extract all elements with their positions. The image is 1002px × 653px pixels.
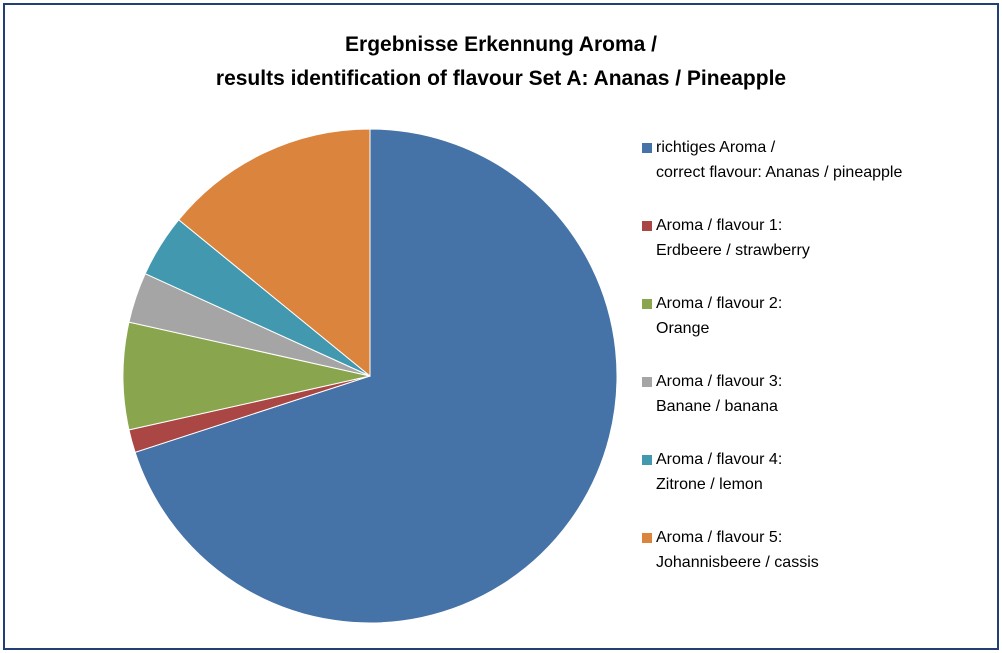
legend-swatch [642, 533, 652, 543]
legend-swatch [642, 143, 652, 153]
legend-label: Aroma / flavour 2: Orange [656, 295, 783, 337]
legend-label: Aroma / flavour 1: Erdbeere / strawberry [656, 217, 810, 259]
chart-title: Ergebnisse Erkennung Aroma / results ide… [215, 33, 787, 90]
legend-swatch [642, 455, 652, 465]
legend-label: Aroma / flavour 5: Johannisbeere / cassi… [656, 529, 819, 571]
legend-swatch [642, 221, 652, 231]
pie-slice [122, 321, 371, 431]
legend-label: Aroma / flavour 3: Banane / banana [656, 373, 783, 415]
legend-label: richtiges Aroma / correct flavour: Anana… [656, 139, 903, 181]
legend-swatch [642, 377, 652, 387]
pie-slice [177, 128, 371, 378]
pie-slice [134, 128, 618, 624]
legend-label: Aroma / flavour 4: Zitrone / lemon [656, 451, 783, 493]
legend-swatch [642, 299, 652, 309]
